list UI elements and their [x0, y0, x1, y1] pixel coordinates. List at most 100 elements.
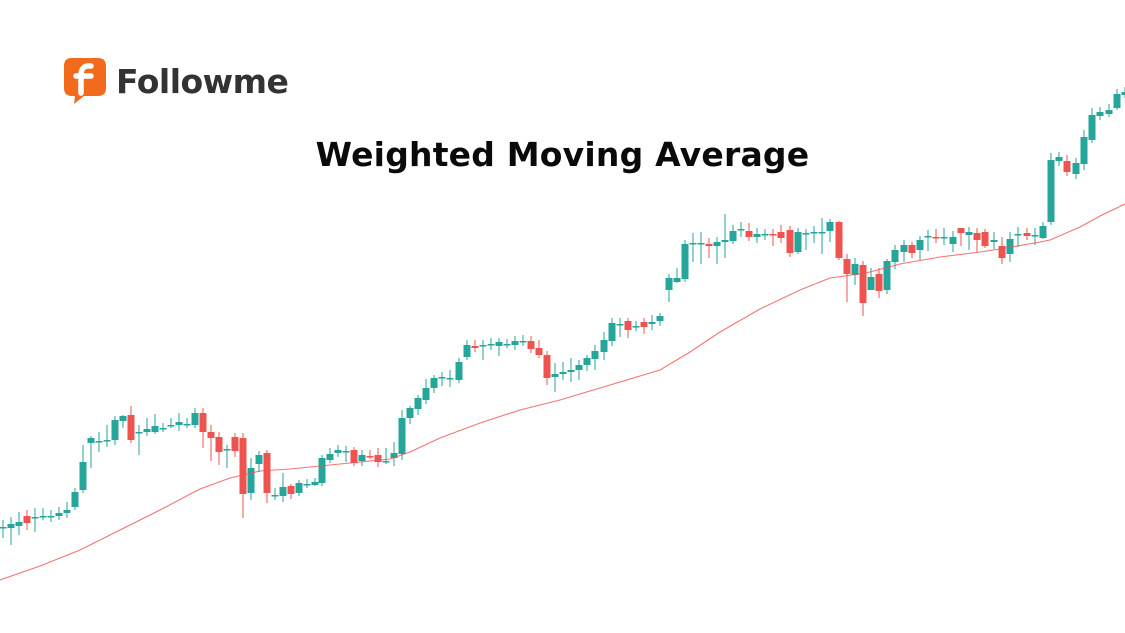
- candle-up: [342, 451, 350, 453]
- candle-up: [1096, 112, 1104, 116]
- candle-up: [559, 372, 567, 374]
- candle-up: [551, 374, 559, 377]
- candle-up: [810, 232, 818, 234]
- candle-up: [949, 237, 957, 244]
- candle-up: [591, 351, 599, 359]
- chart-title: Weighted Moving Average: [315, 135, 810, 174]
- candle-up: [358, 455, 366, 461]
- candle-down: [624, 321, 632, 330]
- candle-down: [957, 228, 965, 233]
- candle-up: [167, 425, 175, 427]
- candle-down: [199, 413, 207, 432]
- candle-up: [990, 240, 998, 242]
- candle-down: [875, 274, 883, 291]
- candle-up: [479, 345, 487, 347]
- candle-up: [103, 440, 111, 442]
- candle-up: [826, 222, 834, 231]
- candle-up: [255, 455, 263, 464]
- candle-up: [311, 482, 319, 485]
- candle-up: [1113, 94, 1121, 108]
- candle-up: [761, 234, 769, 236]
- candle-up: [519, 341, 527, 343]
- candle-up: [406, 408, 414, 418]
- candle-down: [998, 246, 1006, 258]
- candle-down: [471, 346, 479, 348]
- candle-up: [71, 492, 79, 507]
- candle-down: [973, 233, 981, 240]
- candle-down: [287, 486, 295, 494]
- candle-up: [697, 243, 705, 245]
- candles-group: [0, 87, 1125, 545]
- candle-up: [1105, 110, 1113, 114]
- candle-up: [159, 428, 167, 430]
- candle-up: [1006, 239, 1014, 254]
- candle-down: [777, 232, 785, 238]
- candle-up: [632, 326, 640, 328]
- candle-up: [95, 441, 103, 443]
- candle-down: [908, 245, 916, 253]
- candle-up: [382, 461, 390, 463]
- candle-up: [463, 345, 471, 357]
- candle-up: [430, 378, 438, 388]
- candle-up: [665, 278, 673, 290]
- candle-down: [215, 437, 223, 452]
- candle-down: [843, 259, 851, 274]
- candle-up: [119, 416, 127, 421]
- candle-down: [207, 432, 215, 438]
- candle-up: [390, 453, 398, 458]
- candle-up: [575, 365, 583, 370]
- candle-up: [802, 233, 810, 235]
- candle-up: [600, 340, 608, 352]
- candle-up: [689, 243, 697, 245]
- candle-down: [981, 232, 989, 246]
- candle-up: [673, 278, 681, 282]
- candle-up: [851, 264, 859, 275]
- candle-up: [916, 240, 924, 250]
- candle-up: [191, 413, 199, 425]
- candle-up: [422, 388, 430, 400]
- candle-up: [183, 424, 191, 426]
- candle-down: [1063, 161, 1071, 172]
- candle-up: [111, 420, 119, 440]
- candle-up: [495, 342, 503, 346]
- candle-up: [31, 517, 39, 519]
- candle-up: [63, 510, 71, 513]
- candle-up: [1039, 226, 1047, 238]
- candle-up: [940, 237, 948, 239]
- candle-up: [326, 454, 334, 460]
- candle-up: [175, 422, 183, 425]
- candle-up: [656, 316, 664, 321]
- candle-up: [681, 244, 689, 279]
- candle-down: [127, 415, 135, 440]
- candle-down: [835, 222, 843, 258]
- candle-down: [350, 450, 358, 463]
- candle-up: [1031, 235, 1039, 237]
- candle-down: [239, 438, 247, 494]
- candle-down: [231, 437, 239, 451]
- candle-down: [535, 348, 543, 355]
- candle-up: [438, 377, 446, 379]
- candle-up: [279, 487, 287, 496]
- followme-logo: Followme: [64, 58, 289, 104]
- candle-down: [374, 455, 382, 462]
- candle-down: [543, 355, 551, 378]
- wma-line: [0, 203, 1125, 581]
- candle-up: [818, 232, 826, 234]
- candle-up: [1121, 92, 1125, 95]
- candle-up: [1072, 163, 1080, 174]
- candle-up: [891, 250, 899, 262]
- candle-up: [583, 358, 591, 365]
- candle-up: [135, 432, 143, 434]
- followme-logo-icon: [64, 58, 106, 104]
- candle-up: [503, 344, 511, 346]
- candle-down: [932, 237, 940, 239]
- candle-up: [55, 513, 63, 516]
- candle-up: [729, 231, 737, 241]
- candle-up: [223, 449, 231, 451]
- candle-down: [527, 341, 535, 349]
- candle-up: [1055, 157, 1063, 161]
- candle-up: [794, 232, 802, 252]
- candle-down: [786, 230, 794, 253]
- candle-up: [151, 426, 159, 432]
